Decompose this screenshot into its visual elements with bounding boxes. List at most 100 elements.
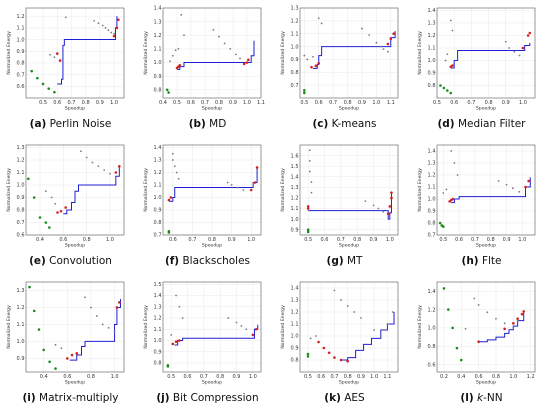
data-point-gray <box>473 297 476 300</box>
x-tick-label: 0.5 <box>300 100 308 106</box>
data-point-red <box>451 197 455 201</box>
chart-panel-a: 0.6 0.7 0.8 0.9 1.0 1.1 1.2 0.5 0.6 0.7 0.8 0.9 1.0 S… <box>2 2 139 139</box>
chart-panel-k: 0.8 0.9 1.0 1.1 1.2 1.3 1.4 0.5 0.6 0.7 0.8 0.9 1.0 1… <box>276 276 413 413</box>
data-point-gray <box>373 329 376 331</box>
y-tick-label: 1.2 <box>154 316 162 322</box>
panel-caption: (a) Perlin Noise <box>2 118 139 130</box>
x-tick-label: 0.8 <box>344 100 352 106</box>
data-point-gray <box>333 289 336 292</box>
data-point-gray <box>113 32 115 35</box>
data-point-gray <box>387 50 389 53</box>
chart-j: 0.8 0.9 1.0 1.1 1.2 1.3 1.4 1.5 0.5 0.6 0.7 0.8 0.9 1… <box>143 281 262 386</box>
data-point-green <box>48 226 51 229</box>
chart-panel-j: 0.8 0.9 1.0 1.1 1.2 1.3 1.4 1.5 0.5 0.6 0.7 0.8 0.9 1… <box>139 276 276 413</box>
x-axis-label: Speedup <box>65 106 85 112</box>
data-point-green <box>167 91 170 94</box>
data-point-gray <box>317 17 320 20</box>
caption-title: MD <box>209 118 227 130</box>
x-tick-label: 0.5 <box>304 374 312 380</box>
data-point-gray <box>451 29 454 32</box>
chart-panel-i: 0.9 1.0 1.1 1.2 1.3 0.4 0.6 0.8 1.0 Speedup Normal… <box>2 276 139 413</box>
data-point-gray <box>177 48 180 50</box>
data-point-green <box>303 91 306 95</box>
x-axis-label: Speedup <box>476 380 496 386</box>
y-tick-label: 1.6 <box>291 153 299 159</box>
panel-caption: (k) AES <box>276 392 413 404</box>
x-tick-label: 1.0 <box>519 100 527 106</box>
x-tick-label: 0.6 <box>321 237 329 243</box>
x-tick-label: 0.9 <box>358 100 366 106</box>
data-point-red <box>70 353 74 357</box>
data-point-gray <box>171 54 174 57</box>
x-tick-label: 0.6 <box>169 237 177 243</box>
y-tick-label: 1.2 <box>428 33 436 39</box>
data-point-gray <box>456 174 459 176</box>
data-point-green <box>303 88 306 92</box>
data-point-gray <box>218 35 220 38</box>
y-tick-label: 1.1 <box>17 26 25 32</box>
data-point-green <box>451 326 454 330</box>
data-point-red <box>118 164 121 168</box>
y-tick-label: 1.3 <box>154 304 162 310</box>
y-tick-label: 1.1 <box>154 47 162 53</box>
caption-title: Median Filter <box>457 118 526 130</box>
x-tick-label: 0.9 <box>503 237 511 243</box>
data-point-gray <box>227 317 230 319</box>
y-tick-label: 0.9 <box>291 346 299 352</box>
data-point-gray <box>171 159 174 161</box>
x-tick-label: 0.9 <box>229 100 237 106</box>
data-point-gray <box>442 192 445 194</box>
data-point-gray <box>453 162 456 164</box>
y-tick-label: 1.3 <box>291 298 299 304</box>
data-point-green <box>446 308 450 311</box>
data-point-red <box>390 191 393 194</box>
plot-frame <box>162 144 262 236</box>
y-tick-label: 0.9 <box>154 74 162 80</box>
y-tick-label: 0.9 <box>154 208 162 214</box>
y-tick-label: 1.0 <box>154 195 162 201</box>
x-tick-label: 0.8 <box>82 100 90 106</box>
x-tick-label: 0.9 <box>357 374 365 380</box>
data-point-gray <box>183 34 185 37</box>
data-point-gray <box>308 159 311 162</box>
data-point-red <box>528 31 532 35</box>
data-point-gray <box>312 55 314 58</box>
y-tick-label: 1.0 <box>428 58 436 64</box>
pareto-frontier-line <box>312 31 396 69</box>
y-axis-label: Normalized Energy <box>6 31 12 75</box>
y-tick-label: 1.3 <box>428 161 436 167</box>
caption-title: Bit Compression <box>172 392 259 404</box>
data-point-gray <box>379 335 382 337</box>
data-point-red <box>251 333 255 337</box>
y-tick-label: 1.4 <box>154 145 162 151</box>
x-tick-label: 0.9 <box>502 100 510 106</box>
x-tick-label: 0.6 <box>53 100 61 106</box>
data-point-red <box>167 198 171 202</box>
x-tick-label: 0.4 <box>159 100 167 106</box>
y-tick-label: 0.9 <box>17 49 25 55</box>
y-tick-label: 1.3 <box>17 145 25 151</box>
data-point-red <box>322 346 326 350</box>
x-tick-label: 1.0 <box>111 374 119 380</box>
data-point-green <box>306 355 310 358</box>
data-point-green <box>53 90 56 94</box>
data-point-red <box>451 64 454 67</box>
data-point-gray <box>379 45 382 48</box>
data-point-gray <box>511 187 514 190</box>
x-tick-label: 1.1 <box>383 374 391 380</box>
data-point-gray <box>109 172 111 175</box>
x-tick-label: 0.7 <box>201 100 209 106</box>
panel-caption: (c) K-means <box>276 118 413 130</box>
y-tick-label: 1.2 <box>154 170 162 176</box>
y-tick-label: 1.4 <box>428 8 436 14</box>
caption-letter: (l) <box>460 392 474 404</box>
x-tick-label: 0.7 <box>329 100 337 106</box>
x-tick-label: 1.1 <box>257 100 265 106</box>
data-point-gray <box>174 49 177 52</box>
chart-panel-d: 0.8 0.9 1.0 1.1 1.2 1.3 1.4 0.5 0.6 0.7 0.8 0.9 1.0 S… <box>413 2 550 139</box>
plot-frame <box>162 281 262 373</box>
x-axis-label: Speedup <box>202 243 222 249</box>
x-tick-label: 0.5 <box>39 100 47 106</box>
y-tick-label: 1.2 <box>291 19 299 25</box>
